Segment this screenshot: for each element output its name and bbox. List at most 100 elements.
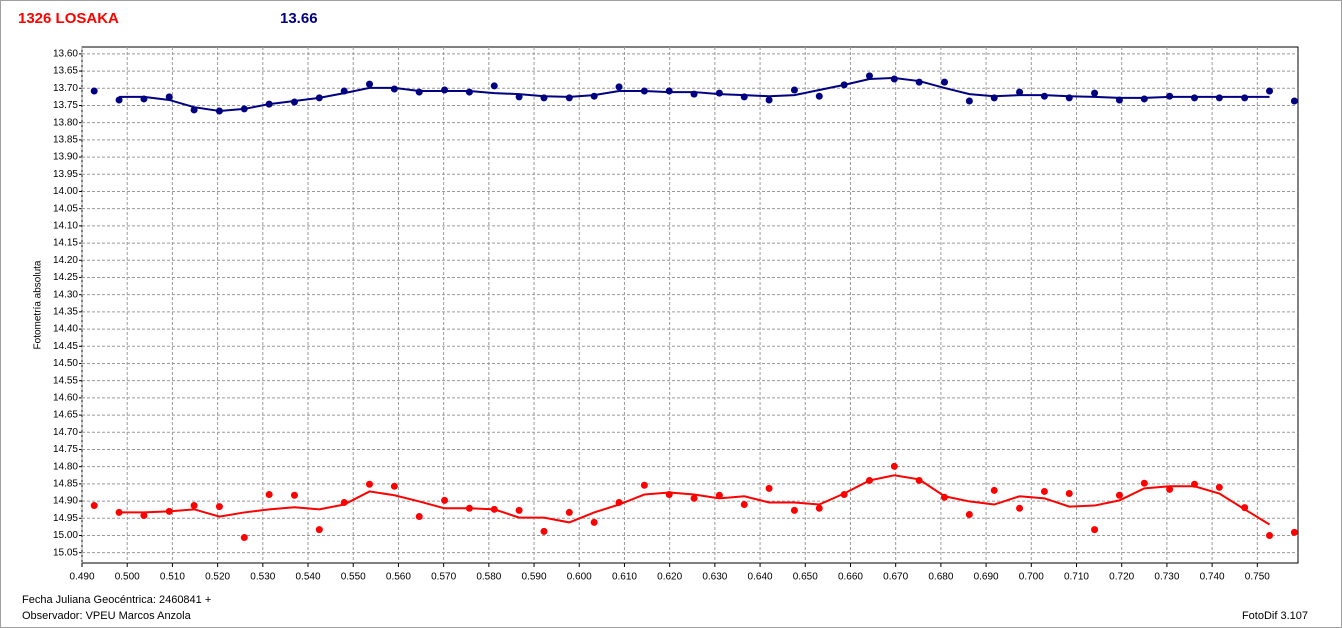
data-point (165, 93, 173, 101)
data-point (615, 83, 623, 91)
data-point (941, 78, 949, 86)
y-tick-label: 14.20 (53, 255, 78, 266)
trend-line (119, 474, 1271, 526)
y-tick-label: 13.75 (53, 100, 78, 111)
y-tick-label: 14.55 (53, 375, 78, 386)
data-point (366, 80, 374, 88)
footer-date: Fecha Juliana Geocéntrica: 2460841 + (22, 594, 211, 606)
x-tick-label: 0.650 (793, 572, 818, 583)
data-point (1065, 490, 1073, 498)
data-point (965, 510, 973, 518)
data-point (790, 506, 798, 514)
data-point (640, 481, 648, 489)
data-point (415, 88, 423, 96)
trend-line (119, 76, 1270, 112)
y-axis-label: Fotometría absoluta (33, 260, 44, 349)
data-point (965, 97, 973, 105)
y-tick-label: 13.65 (53, 66, 78, 77)
x-tick-label: 0.750 (1245, 572, 1270, 583)
y-tick-label: 15.00 (53, 530, 78, 541)
data-point (1166, 485, 1174, 493)
x-tick-label: 0.570 (431, 572, 456, 583)
y-tick-label: 13.95 (53, 169, 78, 180)
data-point (190, 502, 198, 510)
data-point (1016, 504, 1024, 512)
x-tick-label: 0.610 (612, 572, 637, 583)
y-tick-label: 14.00 (53, 186, 78, 197)
chart-title: 1326 LOSAKA (18, 10, 119, 27)
data-point (215, 503, 223, 511)
data-point (265, 491, 273, 499)
data-point (1040, 487, 1048, 495)
data-point (1016, 88, 1024, 96)
data-point (690, 494, 698, 502)
data-point (441, 86, 449, 94)
y-tick-label: 14.75 (53, 444, 78, 455)
chart-subtitle: 13.66 (280, 10, 318, 27)
data-point (240, 534, 248, 542)
plot-area (81, 46, 1299, 564)
x-tick-label: 0.620 (657, 572, 682, 583)
y-tick-label: 14.60 (53, 393, 78, 404)
data-point (765, 96, 773, 104)
data-point (90, 502, 98, 510)
y-tick-label: 14.10 (53, 221, 78, 232)
x-tick-label: 0.550 (341, 572, 366, 583)
data-point (1091, 89, 1099, 97)
data-point (415, 513, 423, 521)
x-tick-label: 0.600 (567, 572, 592, 583)
data-point (990, 486, 998, 494)
x-tick-label: 0.540 (296, 572, 321, 583)
x-tick-label: 0.740 (1200, 572, 1225, 583)
footer-software: FotoDif 3.107 (1242, 610, 1308, 622)
data-point (366, 480, 374, 488)
data-point (565, 94, 573, 102)
x-tick-label: 0.680 (928, 572, 953, 583)
x-tick-label: 0.590 (522, 572, 547, 583)
data-point (140, 512, 148, 520)
x-tick-label: 0.520 (205, 572, 230, 583)
y-tick-label: 15.05 (53, 547, 78, 558)
data-point (441, 496, 449, 504)
data-point (90, 87, 98, 95)
x-tick-label: 0.510 (160, 572, 185, 583)
x-tick-label: 0.630 (702, 572, 727, 583)
data-point (740, 501, 748, 509)
y-tick-label: 14.35 (53, 307, 78, 318)
data-point (540, 527, 548, 535)
x-tick-label: 0.690 (974, 572, 999, 583)
data-point (1290, 97, 1298, 105)
y-tick-label: 14.05 (53, 203, 78, 214)
y-tick-label: 14.40 (53, 324, 78, 335)
data-point (765, 484, 773, 492)
data-point (515, 506, 523, 514)
y-tick-label: 14.65 (53, 410, 78, 421)
data-point (1190, 94, 1198, 102)
data-point (715, 491, 723, 499)
data-point (1115, 491, 1123, 499)
x-tick-label: 0.500 (115, 572, 140, 583)
y-tick-label: 14.85 (53, 479, 78, 490)
data-point (1140, 95, 1148, 103)
y-tick-label: 14.70 (53, 427, 78, 438)
y-tick-label: 14.25 (53, 272, 78, 283)
data-point (1215, 483, 1223, 491)
data-point (115, 96, 123, 104)
x-tick-label: 0.580 (476, 572, 501, 583)
y-tick-label: 14.45 (53, 341, 78, 352)
y-tick-label: 13.90 (53, 152, 78, 163)
data-point (1290, 528, 1298, 536)
data-point (1266, 87, 1274, 95)
x-tick-label: 0.710 (1064, 572, 1089, 583)
data-point (315, 526, 323, 534)
y-tick-label: 13.85 (53, 135, 78, 146)
y-tick-label: 14.80 (53, 461, 78, 472)
data-point (565, 508, 573, 516)
x-tick-label: 0.660 (838, 572, 863, 583)
y-tick-label: 14.90 (53, 496, 78, 507)
x-tick-label: 0.670 (883, 572, 908, 583)
data-point (390, 482, 398, 490)
data-point (1091, 526, 1099, 534)
data-point (890, 462, 898, 470)
y-tick-label: 13.80 (53, 117, 78, 128)
